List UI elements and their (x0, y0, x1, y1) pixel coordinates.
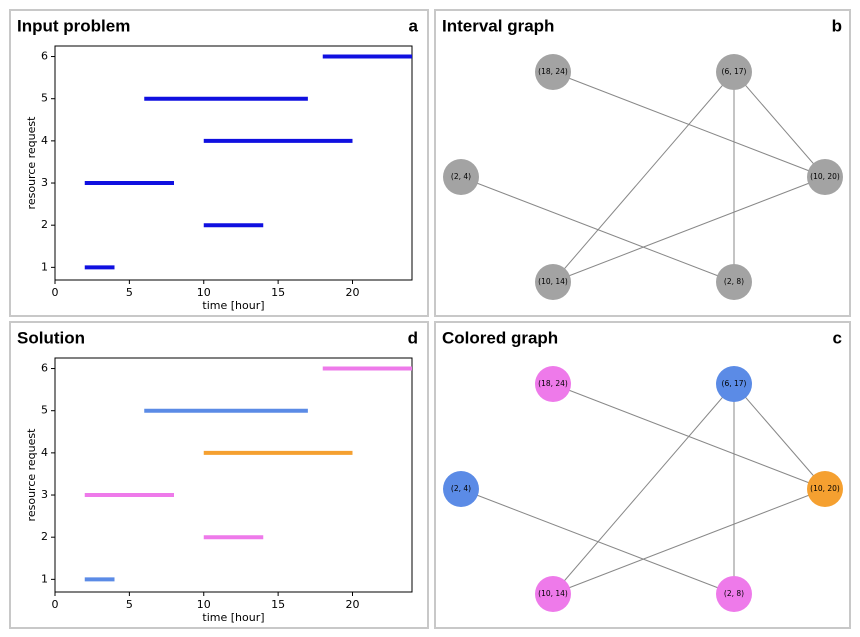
node-label: (10, 20) (810, 172, 840, 181)
graph-node (535, 54, 571, 90)
x-tick-label: 5 (126, 598, 133, 611)
graph-edge (733, 383, 826, 490)
x-tick-label: 10 (197, 598, 211, 611)
x-tick-label: 0 (52, 286, 59, 299)
y-tick-label: 2 (41, 530, 48, 543)
y-tick-label: 6 (41, 50, 48, 63)
plot-area (54, 357, 413, 593)
node-label: (6, 17) (722, 379, 747, 388)
graph-node (716, 366, 752, 402)
panel-label: b (832, 16, 842, 35)
graph-node (807, 471, 843, 507)
graph-node (716, 54, 752, 90)
panel-frame (9, 9, 429, 317)
node-label: (18, 24) (538, 67, 568, 76)
x-tick-label: 20 (346, 598, 360, 611)
y-tick-label: 4 (41, 134, 48, 147)
y-axis-label: resource request (25, 428, 38, 522)
y-tick-label: 3 (41, 488, 48, 501)
graph-node (443, 471, 479, 507)
graph-edge (552, 176, 826, 283)
panel-frame (434, 321, 851, 629)
panel-title: Interval graph (442, 16, 554, 35)
node-label: (2, 8) (724, 589, 744, 598)
plot-area (54, 45, 413, 281)
graph-node (716, 264, 752, 300)
graph-edge (552, 488, 826, 595)
node-label: (2, 4) (451, 172, 471, 181)
y-tick-label: 6 (41, 362, 48, 375)
x-tick-label: 5 (126, 286, 133, 299)
panel-frame (434, 9, 851, 317)
y-tick-label: 3 (41, 176, 48, 189)
node-label: (2, 8) (724, 277, 744, 286)
x-tick-label: 20 (346, 286, 360, 299)
panel-title: Input problem (17, 16, 130, 35)
graph-node (807, 159, 843, 195)
y-tick-label: 4 (41, 446, 48, 459)
graph-edge (460, 488, 735, 595)
x-tick-label: 15 (271, 286, 285, 299)
graph-node (716, 576, 752, 612)
x-tick-label: 10 (197, 286, 211, 299)
y-tick-label: 5 (41, 404, 48, 417)
node-label: (10, 14) (538, 277, 568, 286)
x-axis-label: time [hour] (202, 299, 264, 312)
node-label: (6, 17) (722, 67, 747, 76)
graph-node (443, 159, 479, 195)
node-label: (2, 4) (451, 484, 471, 493)
node-label: (18, 24) (538, 379, 568, 388)
node-label: (10, 20) (810, 484, 840, 493)
y-tick-label: 1 (41, 572, 48, 585)
graph-node (535, 366, 571, 402)
panel-title: Solution (17, 328, 85, 347)
graph-edge (460, 176, 735, 283)
panel-frame (9, 321, 429, 629)
graph-node (535, 264, 571, 300)
y-tick-label: 2 (41, 218, 48, 231)
panel-title: Colored graph (442, 328, 558, 347)
x-tick-label: 0 (52, 598, 59, 611)
panel-label: c (833, 328, 842, 347)
graph-node (535, 576, 571, 612)
x-axis-label: time [hour] (202, 611, 264, 624)
panel-label: a (409, 16, 419, 35)
y-axis-label: resource request (25, 116, 38, 210)
node-label: (10, 14) (538, 589, 568, 598)
graph-edge (552, 71, 735, 283)
panel-label: d (408, 328, 418, 347)
y-tick-label: 5 (41, 92, 48, 105)
y-tick-label: 1 (41, 260, 48, 273)
x-tick-label: 15 (271, 598, 285, 611)
graph-edge (552, 383, 735, 595)
graph-edge (733, 71, 826, 178)
